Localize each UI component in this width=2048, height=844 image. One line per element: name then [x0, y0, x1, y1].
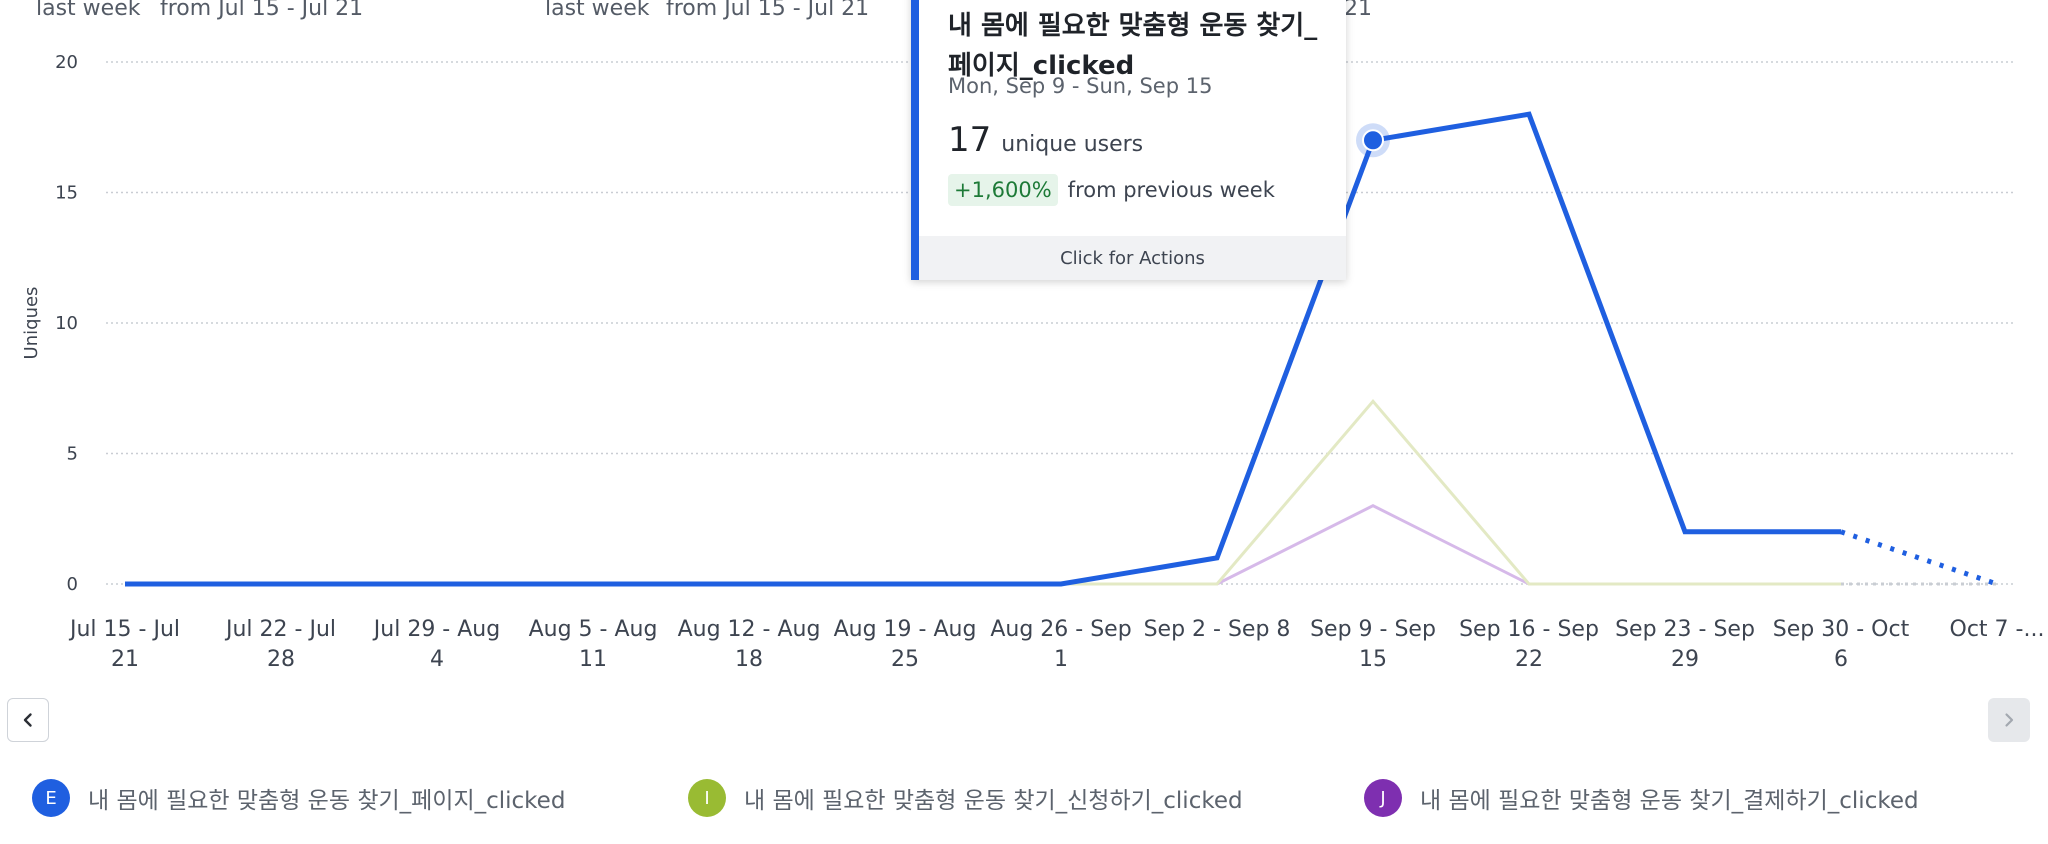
x-tick-label: Jul 15 - Jul 21 — [68, 617, 180, 672]
x-axis-ticks: Jul 15 - Jul 21 Jul 22 - Jul 28 Jul 29 - Aug… — [68, 617, 2044, 672]
legend-item-e[interactable]: E 내 몸에 필요한 맞춤형 운동 찾기_페이지_clicked — [32, 778, 565, 818]
legend-badge: J — [1364, 779, 1402, 817]
x-tick-label: Sep 30 - Oct 6 — [1773, 617, 1910, 672]
comparison-range-label: from Jul 15 - Jul 21 — [666, 0, 870, 21]
x-tick-label: Sep 9 - Sep 15 — [1310, 617, 1436, 672]
x-tick-label: Jul 22 - Jul 28 — [224, 617, 336, 672]
x-tick-label: Sep 23 - Sep 29 — [1615, 617, 1755, 672]
y-tick-label: 15 — [55, 183, 78, 204]
y-tick-label: 0 — [67, 574, 78, 595]
series-line — [125, 504, 1841, 586]
chart-series — [125, 111, 1998, 587]
y-tick-label: 5 — [67, 444, 78, 465]
tooltip-date-range: Mon, Sep 9 - Sun, Sep 15 — [948, 74, 1213, 98]
legend-item-j[interactable]: J 내 몸에 필요한 맞춤형 운동 찾기_결제하기_clicked — [1364, 778, 1919, 818]
tooltip-change-badge: +1,600% — [948, 174, 1058, 206]
tooltip-title: 내 몸에 필요한 맞춤형 운동 찾기_ 페이지_clicked — [948, 11, 1318, 81]
series-line-incomplete — [1840, 529, 1998, 587]
highlight-point — [1362, 129, 1384, 152]
x-tick-label: Aug 19 - Aug 25 — [834, 617, 977, 672]
comparison-period-label: last week — [545, 0, 650, 21]
x-tick-label: Aug 12 - Aug 18 — [678, 617, 821, 672]
chevron-right-icon — [2005, 713, 2014, 727]
tooltip-actions-button[interactable]: Click for Actions — [919, 236, 1346, 280]
data-point-tooltip[interactable]: 내 몸에 필요한 맞춤형 운동 찾기_ 페이지_clicked Mon, Sep… — [911, 0, 1346, 280]
y-axis-label: Uniques — [21, 287, 42, 360]
series-line — [125, 398, 1841, 586]
tooltip-unit: unique users — [1001, 132, 1144, 157]
comparison-range-label: from Jul 15 - Jul 21 — [160, 0, 364, 21]
comparison-range-label: 21 — [1344, 0, 1372, 21]
comparison-period-label: last week — [36, 0, 141, 21]
legend-label: 내 몸에 필요한 맞춤형 운동 찾기_결제하기_clicked — [1420, 788, 1919, 814]
legend-label: 내 몸에 필요한 맞춤형 운동 찾기_페이지_clicked — [88, 788, 566, 814]
x-tick-label: Aug 26 - Sep 1 — [990, 617, 1131, 672]
y-axis-ticks: 0 5 10 15 20 — [55, 52, 78, 595]
tooltip-change-label: from previous week — [1067, 178, 1275, 202]
y-tick-label: 10 — [55, 313, 78, 334]
next-page-button[interactable] — [1988, 698, 2030, 742]
x-tick-label: Aug 5 - Aug 11 — [529, 617, 658, 672]
tooltip-value: 17 — [948, 120, 992, 160]
legend-badge: I — [688, 779, 726, 817]
tooltip-value-row: 17 unique users — [948, 120, 1143, 160]
x-tick-label: Jul 29 - Aug 4 — [372, 617, 500, 672]
previous-page-button[interactable] — [7, 698, 49, 742]
x-tick-label: Sep 16 - Sep 22 — [1459, 617, 1599, 672]
tooltip-change-row: +1,600% from previous week — [948, 174, 1275, 206]
y-tick-label: 20 — [55, 52, 78, 73]
x-tick-label: Oct 7 -... — [1950, 617, 2045, 642]
legend-item-i[interactable]: I 내 몸에 필요한 맞춤형 운동 찾기_신청하기_clicked — [688, 778, 1243, 818]
series-line — [125, 111, 1841, 587]
chart-highlight — [1356, 123, 1390, 158]
chevron-left-icon — [23, 713, 32, 727]
x-tick-label: Sep 2 - Sep 8 — [1144, 617, 1291, 642]
legend-badge: E — [32, 779, 70, 817]
legend-label: 내 몸에 필요한 맞춤형 운동 찾기_신청하기_clicked — [744, 788, 1243, 814]
